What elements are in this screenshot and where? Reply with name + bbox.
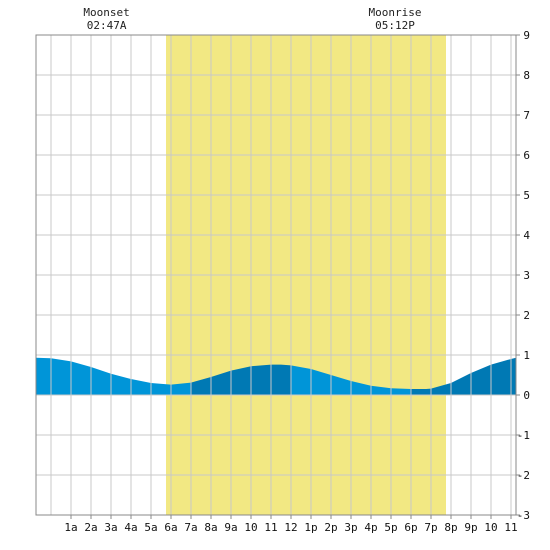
moon-event-label: Moonrise bbox=[369, 6, 422, 19]
x-tick-label: 10 bbox=[484, 521, 497, 534]
x-tick-label: 6p bbox=[404, 521, 417, 534]
x-axis-ticks: 1a 2a 3a 4a 5a 6a 7a 8a 9a 10 11 12 1p 2p 3p 4p 5p 6p 7p 8p… bbox=[64, 515, 518, 534]
moon-event-time: 05:12P bbox=[375, 19, 415, 32]
y-tick-label: 8 bbox=[523, 69, 530, 82]
x-tick-label: 7a bbox=[184, 521, 197, 534]
tide-area-segment bbox=[291, 365, 411, 395]
x-tick-label: 1a bbox=[64, 521, 77, 534]
x-tick-label: 8p bbox=[444, 521, 457, 534]
x-tick-label: 11 bbox=[504, 521, 517, 534]
x-tick-label: 4p bbox=[364, 521, 377, 534]
x-tick-label: 11 bbox=[264, 521, 277, 534]
x-tick-label: 9p bbox=[464, 521, 477, 534]
y-tick-label: 3 bbox=[523, 269, 530, 282]
y-tick-label: 2 bbox=[523, 309, 530, 322]
y-axis-ticks: -3 -2 -1 0 1 2 3 4 5 6 7 8 9 bbox=[516, 29, 530, 522]
tide-area-segment bbox=[411, 357, 516, 395]
x-tick-label: 2p bbox=[324, 521, 337, 534]
y-tick-label: -3 bbox=[517, 509, 530, 522]
y-tick-label: 7 bbox=[523, 109, 530, 122]
x-tick-label: 3p bbox=[344, 521, 357, 534]
x-tick-label: 9a bbox=[224, 521, 237, 534]
y-tick-label: -1 bbox=[517, 429, 530, 442]
x-tick-label: 1p bbox=[304, 521, 317, 534]
x-tick-label: 12 bbox=[284, 521, 297, 534]
y-tick-label: 5 bbox=[523, 189, 530, 202]
y-tick-label: 6 bbox=[523, 149, 530, 162]
x-tick-label: 5a bbox=[144, 521, 157, 534]
x-tick-label: 2a bbox=[84, 521, 97, 534]
x-tick-label: 3a bbox=[104, 521, 117, 534]
moon-event-time: 02:47A bbox=[87, 19, 127, 32]
y-tick-label: -2 bbox=[517, 469, 530, 482]
y-tick-label: 4 bbox=[523, 229, 530, 242]
tide-area-segment bbox=[191, 364, 291, 395]
moon-event-label: Moonset bbox=[83, 6, 129, 19]
x-tick-label: 8a bbox=[204, 521, 217, 534]
y-tick-label: 1 bbox=[523, 349, 530, 362]
tide-area-layer bbox=[36, 357, 516, 395]
x-tick-label: 6a bbox=[164, 521, 177, 534]
x-tick-label: 4a bbox=[124, 521, 137, 534]
tide-area-segment bbox=[36, 357, 191, 395]
y-tick-label: 0 bbox=[523, 389, 530, 402]
x-tick-label: 5p bbox=[384, 521, 397, 534]
y-tick-label: 9 bbox=[523, 29, 530, 42]
x-tick-label: 7p bbox=[424, 521, 437, 534]
x-tick-label: 10 bbox=[244, 521, 257, 534]
